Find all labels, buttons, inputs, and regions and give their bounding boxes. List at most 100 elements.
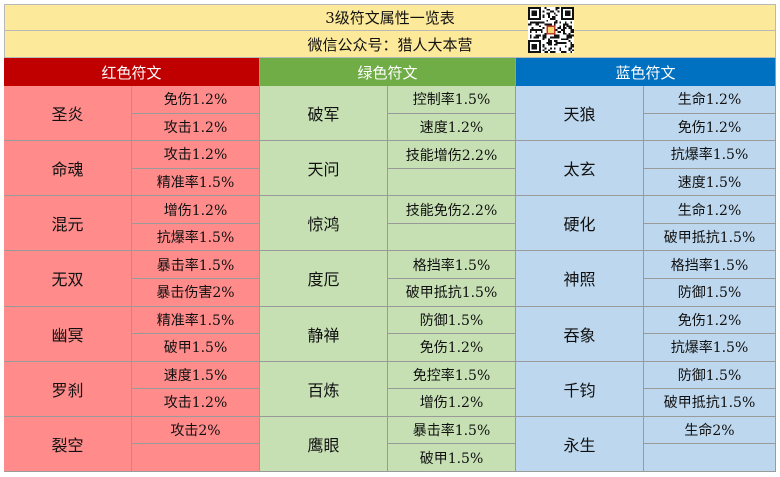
qr-module	[546, 19, 549, 22]
rune-color-header-row: 红色符文 绿色符文 蓝色符文	[4, 58, 776, 86]
qr-module	[550, 40, 552, 42]
qr-module	[535, 23, 538, 26]
rune-attribute: 暴击伤害2%	[132, 278, 260, 307]
rune-name: 永生	[516, 416, 644, 472]
rune-attribute: 增伤1.2%	[132, 196, 260, 224]
qr-module	[555, 14, 558, 17]
qr-module	[557, 41, 560, 44]
qr-module	[551, 51, 554, 53]
qr-module	[559, 30, 562, 33]
rune-attribute: 速度1.2%	[388, 113, 516, 142]
qr-module	[553, 40, 556, 42]
rune-attribute: 免伤1.2%	[388, 334, 516, 362]
qr-module	[572, 34, 574, 37]
qr-module	[564, 51, 567, 53]
qr-module	[550, 18, 552, 20]
qr-module	[566, 38, 569, 41]
qr-module	[540, 30, 543, 33]
qr-module	[535, 36, 538, 39]
qr-module	[537, 34, 540, 37]
qr-module	[535, 29, 538, 31]
qr-module	[544, 23, 547, 26]
rune-attribute: 防御1.5%	[644, 361, 776, 390]
qr-module	[542, 36, 545, 39]
qr-module	[550, 43, 552, 46]
qr-module	[559, 21, 562, 24]
qr-module	[562, 29, 565, 31]
qr-module	[542, 38, 545, 41]
rune-attribute: 破甲抵抗1.5%	[644, 389, 776, 417]
qr-module	[570, 29, 573, 31]
qr-module	[572, 43, 574, 46]
rune-attribute: 免伤1.2%	[644, 306, 776, 335]
qr-module	[551, 18, 554, 20]
qr-module	[570, 36, 573, 39]
qr-module	[544, 51, 547, 53]
qr-module	[539, 25, 541, 28]
qr-module	[533, 36, 536, 39]
qr-module	[559, 49, 562, 52]
qr-module	[548, 38, 551, 41]
qr-module	[570, 43, 573, 46]
qr-module	[542, 27, 545, 30]
qr-module	[570, 41, 573, 44]
rune-name: 神照	[516, 251, 644, 307]
qr-module	[570, 21, 573, 24]
qr-module	[551, 36, 554, 39]
qr-module	[572, 45, 574, 48]
qr-module	[550, 47, 552, 50]
empty-attribute-cell	[644, 444, 776, 472]
rune-attribute: 格挡率1.5%	[644, 251, 776, 279]
rune-name: 幽冥	[4, 306, 132, 362]
qr-module	[566, 36, 569, 39]
rune-name: 圣炎	[4, 86, 132, 142]
rune-name: 无双	[4, 251, 132, 307]
qr-module	[535, 21, 538, 24]
sheet-subtitle-text: 微信公众号：猎人大本营	[307, 35, 473, 54]
qr-module	[566, 25, 569, 28]
qr-module	[562, 23, 565, 26]
qr-module	[548, 16, 551, 19]
qr-module	[572, 30, 574, 33]
qr-module	[542, 49, 545, 52]
qr-module	[564, 21, 567, 24]
qr-module	[570, 34, 573, 37]
qr-module	[564, 10, 571, 17]
qr-module	[561, 41, 563, 44]
qr-module	[537, 29, 540, 31]
qr-module	[542, 10, 545, 13]
rune-name: 度厄	[260, 251, 388, 307]
group-header-blue: 蓝色符文	[516, 58, 776, 86]
qr-module	[561, 51, 563, 53]
rune-attribute: 免控率1.5%	[388, 361, 516, 390]
qr-module	[544, 47, 547, 50]
qr-module	[537, 21, 540, 24]
qr-module	[555, 19, 558, 22]
qr-module	[529, 34, 532, 37]
qr-module	[564, 32, 567, 35]
qr-module	[557, 27, 560, 30]
qr-module	[550, 23, 552, 26]
qr-module	[564, 27, 567, 30]
qr-module	[529, 29, 532, 31]
qr-module	[564, 45, 567, 48]
qr-module	[568, 34, 571, 37]
qr-module	[533, 21, 536, 24]
qr-module	[564, 38, 567, 41]
qr-module	[542, 43, 545, 46]
rune-name: 惊鸿	[260, 196, 388, 252]
qr-module	[570, 27, 573, 30]
rune-attribute: 技能增伤2.2%	[388, 141, 516, 169]
qr-module	[542, 14, 545, 17]
qr-module	[535, 34, 538, 37]
qr-module	[548, 27, 554, 33]
qr-module	[555, 36, 558, 39]
qr-module	[550, 10, 552, 13]
rune-name: 罗刹	[4, 361, 132, 417]
qr-module	[555, 43, 558, 46]
rune-name: 裂空	[4, 416, 132, 472]
qr-module	[570, 25, 573, 28]
qr-module	[537, 23, 540, 26]
sheet-title: 3级符文属性一览表	[4, 4, 776, 31]
sheet-title-text: 3级符文属性一览表	[325, 9, 455, 27]
